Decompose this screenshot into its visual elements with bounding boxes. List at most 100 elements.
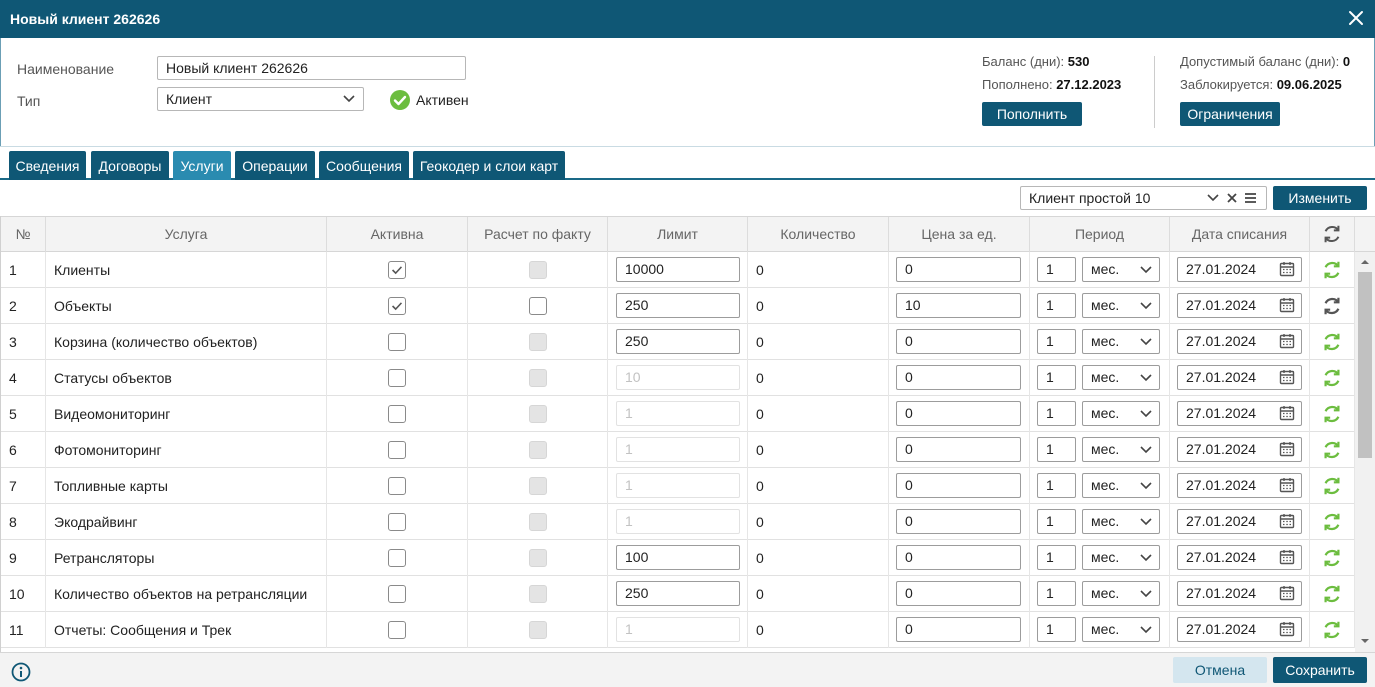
calendar-icon[interactable] [1279,369,1295,385]
limit-input[interactable]: 10000 [616,257,740,282]
price-input[interactable]: 0 [896,257,1021,282]
period-unit-select[interactable]: мес. [1082,257,1160,282]
price-input[interactable]: 10 [896,293,1021,318]
limit-input[interactable]: 250 [616,293,740,318]
calendar-icon[interactable] [1279,441,1295,457]
period-count-input[interactable]: 1 [1037,293,1076,318]
period-count-input[interactable]: 1 [1037,437,1076,462]
refresh-icon[interactable] [1321,475,1343,497]
name-input[interactable]: Новый клиент 262626 [157,56,466,80]
period-unit-select[interactable]: мес. [1082,293,1160,318]
period-unit-select[interactable]: мес. [1082,617,1160,642]
save-button[interactable]: Сохранить [1273,657,1367,683]
calendar-icon[interactable] [1279,621,1295,637]
tab-info[interactable]: Сведения [9,151,86,181]
period-count-input[interactable]: 1 [1037,545,1076,570]
tab-operations[interactable]: Операции [235,151,315,181]
price-input[interactable]: 0 [896,509,1021,534]
active-checkbox[interactable] [388,477,406,495]
price-input[interactable]: 0 [896,617,1021,642]
active-checkbox[interactable] [388,297,406,315]
chevron-down-icon[interactable] [1207,194,1219,202]
tab-services[interactable]: Услуги [173,151,231,181]
tab-messages[interactable]: Сообщения [319,151,409,181]
tab-contracts[interactable]: Договоры [91,151,169,181]
price-input[interactable]: 0 [896,365,1021,390]
calendar-icon[interactable] [1279,585,1295,601]
period-unit-select[interactable]: мес. [1082,437,1160,462]
vertical-scrollbar[interactable] [1355,252,1375,652]
period-count-input[interactable]: 1 [1037,401,1076,426]
fact-checkbox[interactable] [529,297,547,315]
charge-date-input[interactable]: 27.01.2024 [1177,473,1302,498]
calendar-icon[interactable] [1279,405,1295,421]
active-checkbox[interactable] [388,333,406,351]
charge-date-input[interactable]: 27.01.2024 [1177,509,1302,534]
info-icon[interactable] [11,662,31,682]
price-input[interactable]: 0 [896,437,1021,462]
cancel-button[interactable]: Отмена [1173,657,1267,683]
charge-date-input[interactable]: 27.01.2024 [1177,365,1302,390]
period-unit-select[interactable]: мес. [1082,545,1160,570]
scroll-thumb[interactable] [1358,272,1372,458]
active-checkbox[interactable] [388,261,406,279]
charge-date-input[interactable]: 27.01.2024 [1177,401,1302,426]
charge-date-input[interactable]: 27.01.2024 [1177,437,1302,462]
limit-input[interactable]: 100 [616,545,740,570]
refresh-icon[interactable] [1321,511,1343,533]
active-checkbox[interactable] [388,405,406,423]
close-icon[interactable] [1347,9,1365,27]
period-count-input[interactable]: 1 [1037,257,1076,282]
period-count-input[interactable]: 1 [1037,473,1076,498]
active-checkbox[interactable] [388,441,406,459]
calendar-icon[interactable] [1279,477,1295,493]
refresh-icon[interactable] [1321,223,1343,245]
refresh-icon[interactable] [1321,583,1343,605]
active-checkbox[interactable] [388,621,406,639]
period-count-input[interactable]: 1 [1037,509,1076,534]
calendar-icon[interactable] [1279,549,1295,565]
period-unit-select[interactable]: мес. [1082,401,1160,426]
replenish-button[interactable]: Пополнить [982,102,1082,126]
active-checkbox[interactable] [388,513,406,531]
charge-date-input[interactable]: 27.01.2024 [1177,617,1302,642]
scroll-down-icon[interactable] [1360,636,1370,646]
active-checkbox[interactable] [388,369,406,387]
active-checkbox[interactable] [388,585,406,603]
charge-date-input[interactable]: 27.01.2024 [1177,581,1302,606]
menu-icon[interactable] [1244,192,1257,204]
calendar-icon[interactable] [1279,333,1295,349]
refresh-icon[interactable] [1321,331,1343,353]
price-input[interactable]: 0 [896,545,1021,570]
type-select[interactable]: Клиент [157,87,364,111]
tab-geocoder[interactable]: Геокодер и слои карт [413,151,565,181]
charge-date-input[interactable]: 27.01.2024 [1177,545,1302,570]
refresh-icon[interactable] [1321,295,1343,317]
refresh-icon[interactable] [1321,439,1343,461]
clear-icon[interactable] [1226,192,1238,204]
limit-input[interactable]: 250 [616,329,740,354]
period-unit-select[interactable]: мес. [1082,365,1160,390]
active-checkbox[interactable] [388,549,406,567]
price-input[interactable]: 0 [896,401,1021,426]
period-unit-select[interactable]: мес. [1082,581,1160,606]
period-count-input[interactable]: 1 [1037,581,1076,606]
calendar-icon[interactable] [1279,513,1295,529]
scroll-up-icon[interactable] [1360,257,1370,267]
limit-input[interactable]: 250 [616,581,740,606]
charge-date-input[interactable]: 27.01.2024 [1177,257,1302,282]
period-unit-select[interactable]: мес. [1082,509,1160,534]
charge-date-input[interactable]: 27.01.2024 [1177,329,1302,354]
limits-button[interactable]: Ограничения [1180,102,1280,126]
calendar-icon[interactable] [1279,297,1295,313]
calendar-icon[interactable] [1279,261,1295,277]
refresh-icon[interactable] [1321,259,1343,281]
period-unit-select[interactable]: мес. [1082,329,1160,354]
plan-select[interactable]: Клиент простой 10 [1020,186,1267,210]
price-input[interactable]: 0 [896,581,1021,606]
price-input[interactable]: 0 [896,473,1021,498]
refresh-icon[interactable] [1321,403,1343,425]
period-count-input[interactable]: 1 [1037,617,1076,642]
change-plan-button[interactable]: Изменить [1273,186,1367,210]
period-unit-select[interactable]: мес. [1082,473,1160,498]
